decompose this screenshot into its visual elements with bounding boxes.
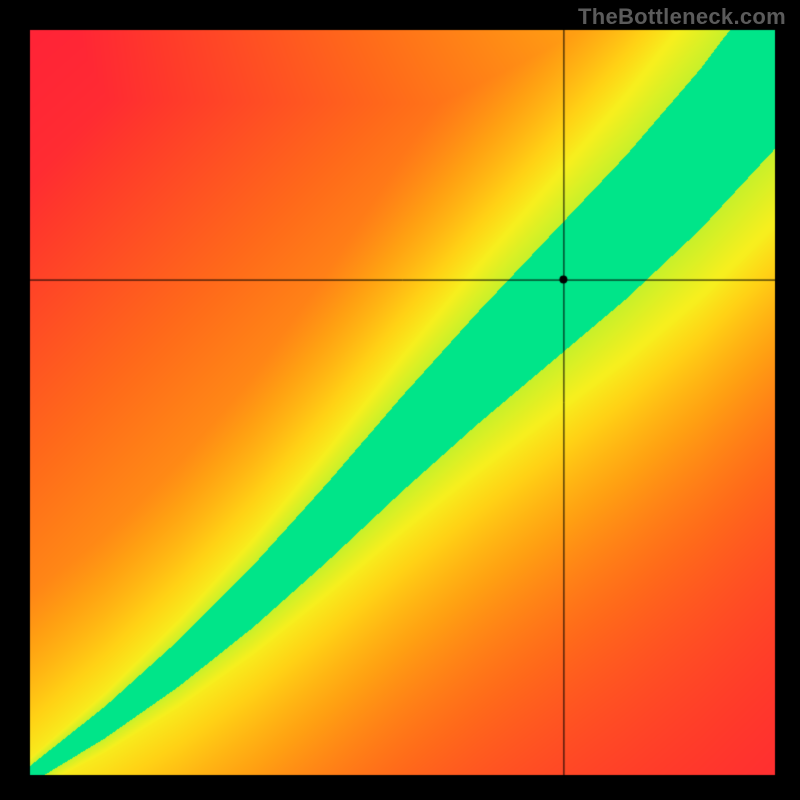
- chart-container: TheBottleneck.com: [0, 0, 800, 800]
- watermark-text: TheBottleneck.com: [578, 4, 786, 30]
- heatmap-canvas: [0, 0, 800, 800]
